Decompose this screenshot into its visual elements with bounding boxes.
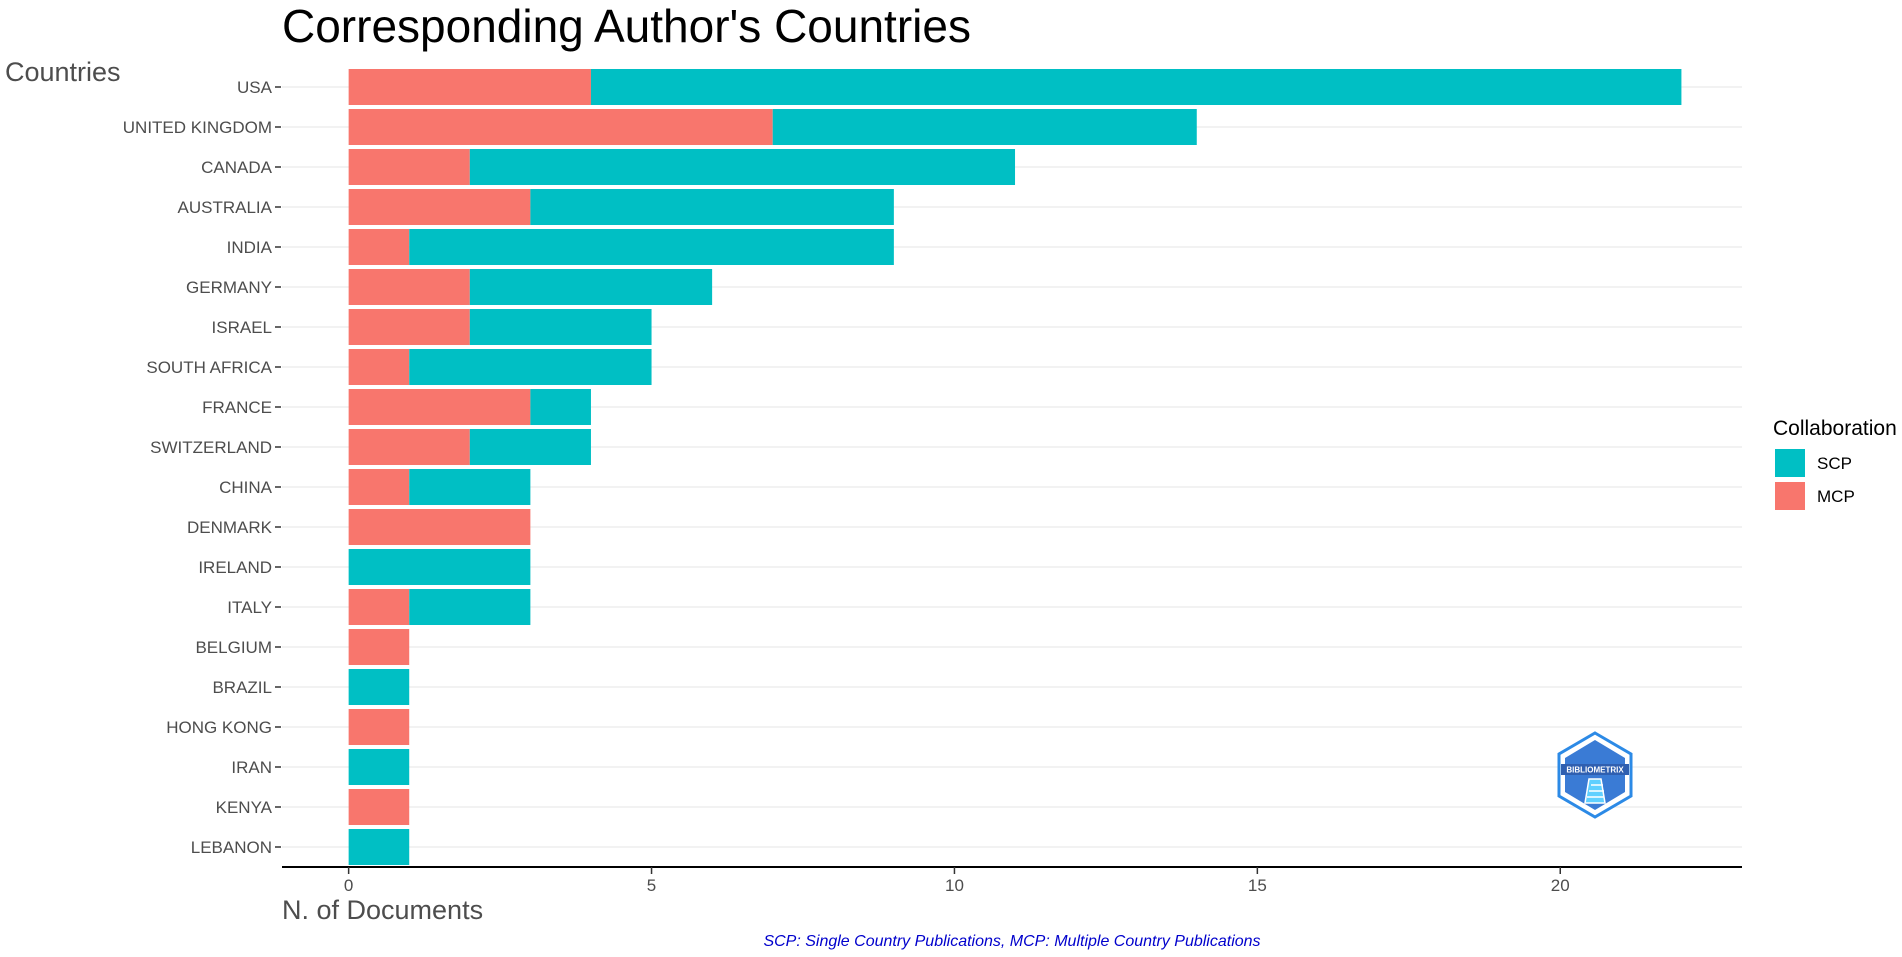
x-tick-label: 5 (647, 876, 656, 895)
bar-scp-switzerland (469, 429, 591, 465)
y-tick-label: SOUTH AFRICA (146, 358, 272, 377)
logo-figure-icon (1584, 778, 1606, 804)
bar-mcp-switzerland (348, 429, 470, 465)
chart-title: Corresponding Author's Countries (282, 0, 971, 52)
bar-scp-canada (469, 149, 1016, 185)
y-tick-label: BRAZIL (212, 678, 272, 697)
bar-mcp-hong-kong (348, 709, 410, 745)
y-tick-label: GERMANY (186, 278, 272, 297)
bar-mcp-united-kingdom (348, 109, 773, 145)
y-tick-label: INDIA (227, 238, 273, 257)
y-tick-label: DENMARK (187, 518, 273, 537)
bars (348, 69, 1682, 865)
bar-scp-italy (409, 589, 531, 625)
bar-scp-germany (469, 269, 713, 305)
bar-scp-lebanon (348, 829, 410, 865)
legend-label-mcp: MCP (1817, 487, 1855, 506)
bar-mcp-china (348, 469, 410, 505)
legend-swatch-mcp (1775, 482, 1805, 510)
bar-scp-australia (530, 189, 894, 225)
legend-title: Collaboration (1773, 417, 1897, 440)
bar-mcp-kenya (348, 789, 410, 825)
x-tick-label: 15 (1248, 876, 1267, 895)
bar-scp-ireland (348, 549, 531, 585)
chart-caption: SCP: Single Country Publications, MCP: M… (763, 933, 1260, 950)
bar-scp-south-africa (409, 349, 652, 385)
x-tick-label: 10 (945, 876, 964, 895)
logo-text: BIBLIOMETRIX (1566, 766, 1624, 775)
bar-mcp-france (348, 389, 531, 425)
y-tick-label: UNITED KINGDOM (123, 118, 272, 137)
y-tick-label: KENYA (216, 798, 273, 817)
y-tick-label: SWITZERLAND (150, 438, 272, 457)
x-axis-title: N. of Documents (282, 895, 483, 925)
bar-scp-china (409, 469, 531, 505)
y-tick-label: FRANCE (202, 398, 272, 417)
y-tick-label: ISRAEL (212, 318, 272, 337)
bar-mcp-canada (348, 149, 470, 185)
bar-scp-brazil (348, 669, 410, 705)
legend-label-scp: SCP (1817, 454, 1852, 473)
y-tick-label: IRAN (231, 758, 272, 777)
bibliometrix-logo: BIBLIOMETRIX (1557, 731, 1633, 819)
x-tick-label: 20 (1551, 876, 1570, 895)
bar-mcp-germany (348, 269, 470, 305)
bar-scp-iran (348, 749, 410, 785)
y-tick-label: CHINA (219, 478, 273, 497)
bar-scp-india (409, 229, 894, 265)
y-tick-label: IRELAND (198, 558, 272, 577)
bar-mcp-usa (348, 69, 591, 105)
bar-mcp-australia (348, 189, 531, 225)
bar-mcp-israel (348, 309, 470, 345)
legend-swatch-scp (1775, 449, 1805, 477)
x-axis-ticks: 0 5 10 15 20 (344, 867, 1570, 895)
bar-scp-france (530, 389, 591, 425)
bar-scp-usa (590, 69, 1682, 105)
bar-mcp-south-africa (348, 349, 410, 385)
y-tick-label: AUSTRALIA (178, 198, 273, 217)
bar-mcp-italy (348, 589, 410, 625)
y-axis-ticks: USA UNITED KINGDOM CANADA AUSTRALIA INDIA GER… (123, 78, 281, 857)
bar-mcp-india (348, 229, 410, 265)
bar-scp-united-kingdom (772, 109, 1197, 145)
y-tick-label: HONG KONG (166, 718, 272, 737)
bar-scp-israel (469, 309, 652, 345)
y-tick-label: CANADA (201, 158, 273, 177)
legend: Collaboration SCP MCP (1773, 417, 1897, 510)
bar-mcp-belgium (348, 629, 410, 665)
y-tick-label: BELGIUM (195, 638, 272, 657)
y-tick-label: LEBANON (191, 838, 272, 857)
y-tick-label: USA (237, 78, 273, 97)
x-tick-label: 0 (344, 876, 353, 895)
y-axis-title: Countries (5, 57, 121, 87)
bar-mcp-denmark (348, 509, 531, 545)
y-tick-label: ITALY (227, 598, 272, 617)
logo-banner (1561, 764, 1629, 775)
